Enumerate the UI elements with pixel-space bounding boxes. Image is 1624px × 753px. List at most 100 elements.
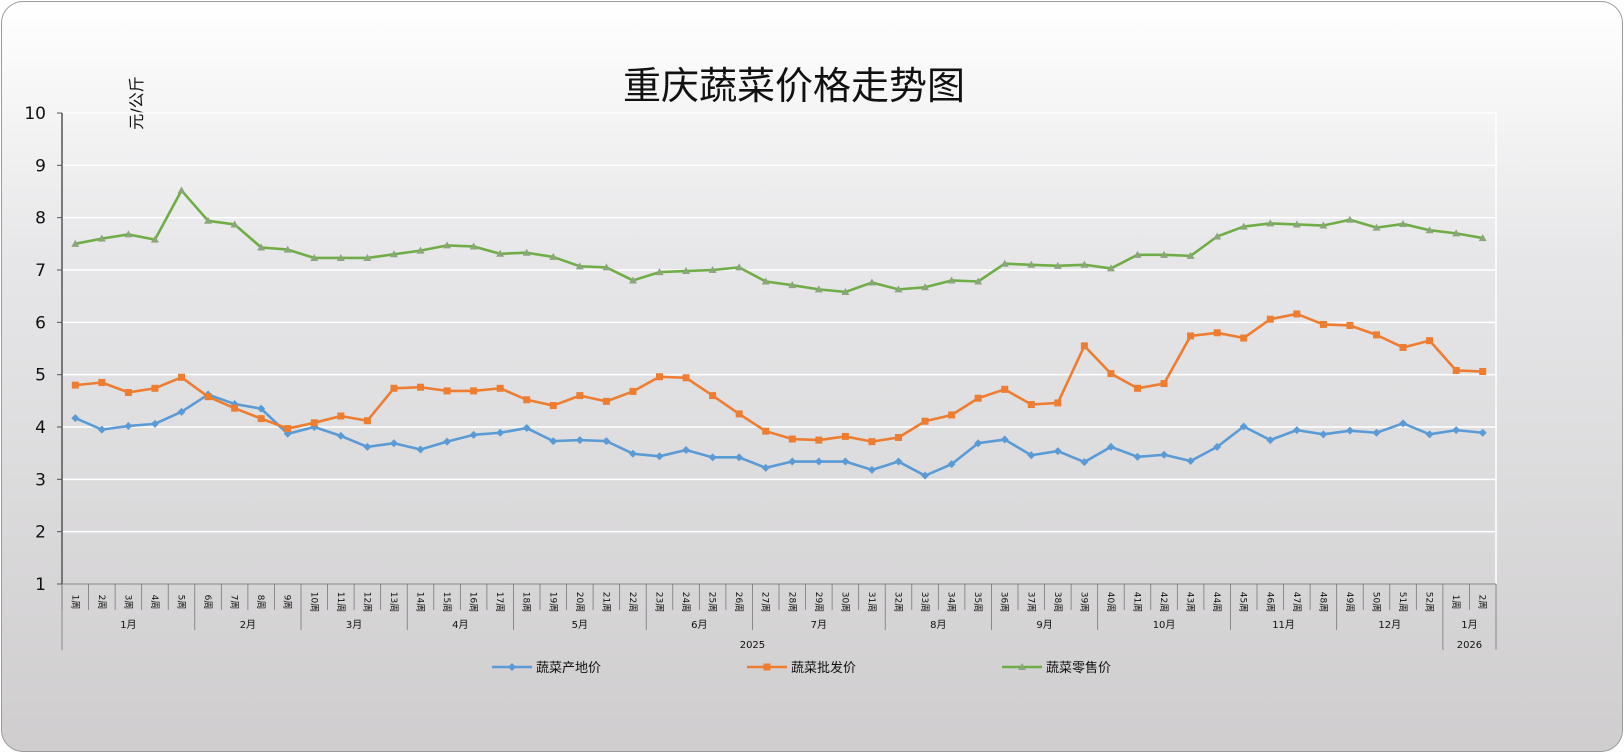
week-label: 1周 — [69, 595, 80, 610]
week-label: 35周 — [972, 592, 983, 612]
data-point — [363, 442, 372, 451]
data-point — [336, 253, 345, 261]
data-point — [788, 435, 796, 443]
week-label: 37周 — [1025, 592, 1036, 612]
week-label: 42周 — [1158, 592, 1169, 612]
data-point — [1080, 342, 1088, 350]
week-label: 3周 — [122, 595, 133, 610]
data-point — [150, 235, 159, 243]
y-tick-label: 1 — [35, 575, 46, 595]
data-point — [1134, 384, 1141, 392]
data-point — [124, 388, 132, 396]
week-label: 20周 — [574, 592, 585, 612]
data-point — [1345, 215, 1354, 223]
data-point — [124, 421, 133, 430]
y-tick-label: 5 — [35, 366, 46, 386]
data-point — [974, 439, 983, 448]
data-point — [841, 457, 850, 466]
data-point — [1452, 366, 1460, 374]
data-point — [1213, 329, 1221, 337]
data-point — [841, 432, 849, 440]
data-point — [682, 446, 691, 455]
week-label: 39周 — [1078, 592, 1089, 612]
data-point — [178, 373, 185, 381]
week-label: 38周 — [1052, 592, 1063, 612]
legend-marker — [1018, 663, 1026, 670]
data-point — [496, 249, 505, 257]
data-point — [469, 430, 478, 439]
data-point — [97, 425, 106, 434]
week-label: 26周 — [733, 592, 744, 612]
legend-marker — [508, 663, 516, 671]
week-label: 12周 — [361, 592, 372, 612]
data-point — [947, 276, 956, 284]
data-point — [1266, 436, 1275, 445]
data-point — [97, 234, 106, 242]
data-point — [389, 250, 398, 258]
week-label: 51周 — [1397, 592, 1408, 612]
data-point — [602, 263, 611, 271]
data-point — [1346, 321, 1354, 329]
data-point — [1000, 259, 1009, 267]
series-line — [75, 189, 1483, 294]
data-point — [257, 243, 266, 251]
data-point — [1107, 370, 1115, 378]
month-label: 8月 — [930, 619, 946, 631]
data-point — [1372, 223, 1381, 231]
week-label: 22周 — [627, 592, 638, 612]
year-label: 2025 — [740, 640, 765, 651]
y-tick-label: 6 — [35, 313, 46, 333]
month-label: 4月 — [452, 619, 468, 631]
week-label: 25周 — [707, 592, 718, 612]
y-tick-label: 7 — [35, 261, 46, 281]
data-point — [735, 263, 744, 271]
data-point — [974, 277, 983, 285]
data-point — [496, 428, 505, 437]
legend-item: 蔬菜零售价 — [1002, 660, 1111, 676]
series-3 — [71, 186, 1487, 295]
data-point — [894, 457, 903, 466]
data-point — [71, 414, 80, 423]
y-axis-label: 元/公斤 — [127, 76, 146, 129]
legend-label: 蔬菜批发价 — [791, 660, 856, 676]
data-point — [629, 387, 637, 395]
week-label: 36周 — [999, 592, 1010, 612]
data-point — [1239, 422, 1248, 431]
data-point — [231, 404, 239, 412]
data-point — [682, 374, 690, 382]
week-label: 16周 — [468, 592, 479, 612]
data-point — [921, 471, 930, 480]
data-point — [655, 268, 664, 276]
data-point — [1372, 428, 1381, 437]
week-label: 2周 — [96, 595, 107, 610]
data-point — [628, 449, 637, 458]
data-point — [1213, 232, 1222, 240]
week-label: 19周 — [547, 592, 558, 612]
data-point — [1292, 426, 1301, 435]
data-point — [708, 266, 717, 273]
legend-label: 蔬菜零售价 — [1046, 660, 1111, 676]
data-point — [522, 424, 531, 433]
data-point — [523, 396, 531, 404]
data-point — [815, 436, 823, 444]
data-point — [1266, 219, 1275, 227]
y-tick-label: 10 — [24, 104, 46, 124]
data-point — [98, 379, 106, 387]
data-point — [284, 425, 292, 433]
week-label: 30周 — [839, 592, 850, 612]
month-label: 10月 — [1153, 619, 1176, 631]
data-point — [1001, 385, 1009, 393]
month-label: 11月 — [1272, 619, 1295, 631]
data-point — [1319, 430, 1328, 439]
week-label: 45周 — [1238, 592, 1249, 612]
data-point — [1399, 419, 1408, 428]
data-point — [1266, 315, 1274, 323]
data-point — [443, 437, 452, 446]
data-point — [1373, 331, 1380, 339]
week-label: 27周 — [760, 592, 771, 612]
week-label: 21周 — [600, 592, 611, 612]
week-label: 44周 — [1211, 592, 1222, 612]
data-point — [549, 402, 557, 410]
week-label: 14周 — [415, 592, 426, 612]
month-label: 9月 — [1036, 619, 1052, 631]
